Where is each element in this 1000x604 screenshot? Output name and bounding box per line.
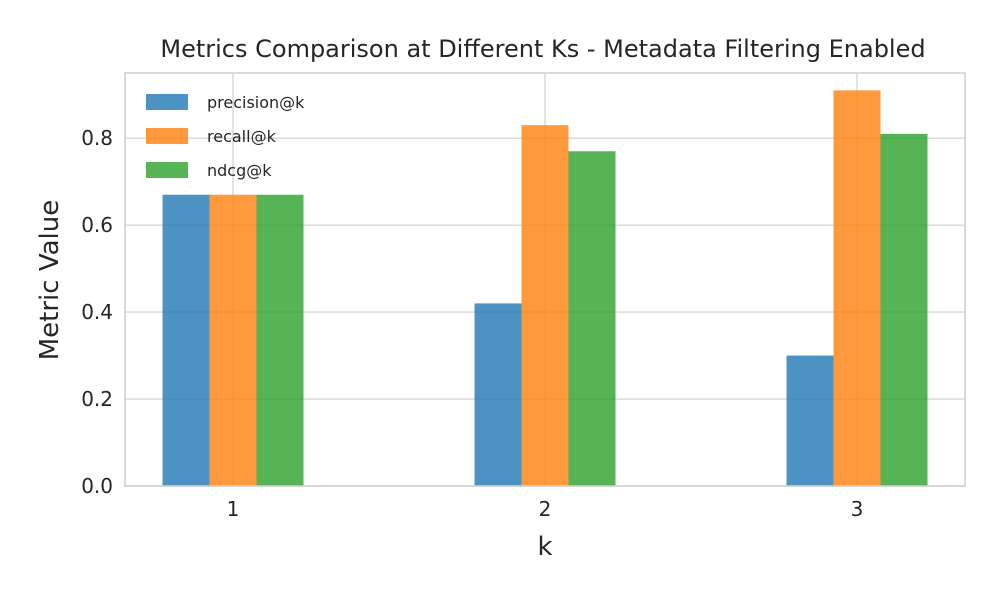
bar-ndcg-at-k-k2 <box>568 151 616 486</box>
legend-swatch <box>146 162 188 178</box>
bar-precision-at-k-k1 <box>162 194 210 486</box>
legend: precision@k recall@k ndcg@k <box>146 93 305 180</box>
bar-ndcg-at-k-k1 <box>256 194 304 486</box>
y-tick-label: 0.4 <box>81 300 113 324</box>
y-tick-labels: 0.0 0.2 0.4 0.6 0.8 <box>81 126 113 498</box>
bar-ndcg-at-k-k3 <box>880 133 928 486</box>
legend-label: recall@k <box>207 127 277 146</box>
y-tick-label: 0.2 <box>81 387 113 411</box>
bar-recall-at-k-k3 <box>833 90 881 487</box>
bars <box>162 90 928 487</box>
bar-precision-at-k-k2 <box>474 303 522 486</box>
x-axis-label: k <box>537 532 552 562</box>
legend-swatch <box>146 94 188 110</box>
bar-recall-at-k-k1 <box>209 194 257 486</box>
y-axis-label: Metric Value <box>35 200 65 361</box>
y-tick-label: 0.0 <box>81 474 113 498</box>
plot-frame <box>124 72 966 487</box>
x-tick-label: 1 <box>227 497 240 521</box>
x-tick-label: 3 <box>851 497 864 521</box>
x-tick-labels: 1 2 3 <box>227 497 864 521</box>
x-tick-label: 2 <box>539 497 552 521</box>
legend-swatch <box>146 128 188 144</box>
y-tick-label: 0.8 <box>81 126 113 150</box>
bar-precision-at-k-k3 <box>786 355 834 486</box>
bar-recall-at-k-k2 <box>521 125 569 486</box>
y-tick-label: 0.6 <box>81 213 113 237</box>
legend-label: ndcg@k <box>207 161 272 180</box>
legend-label: precision@k <box>207 93 305 112</box>
chart-title: Metrics Comparison at Different Ks - Met… <box>160 35 925 63</box>
